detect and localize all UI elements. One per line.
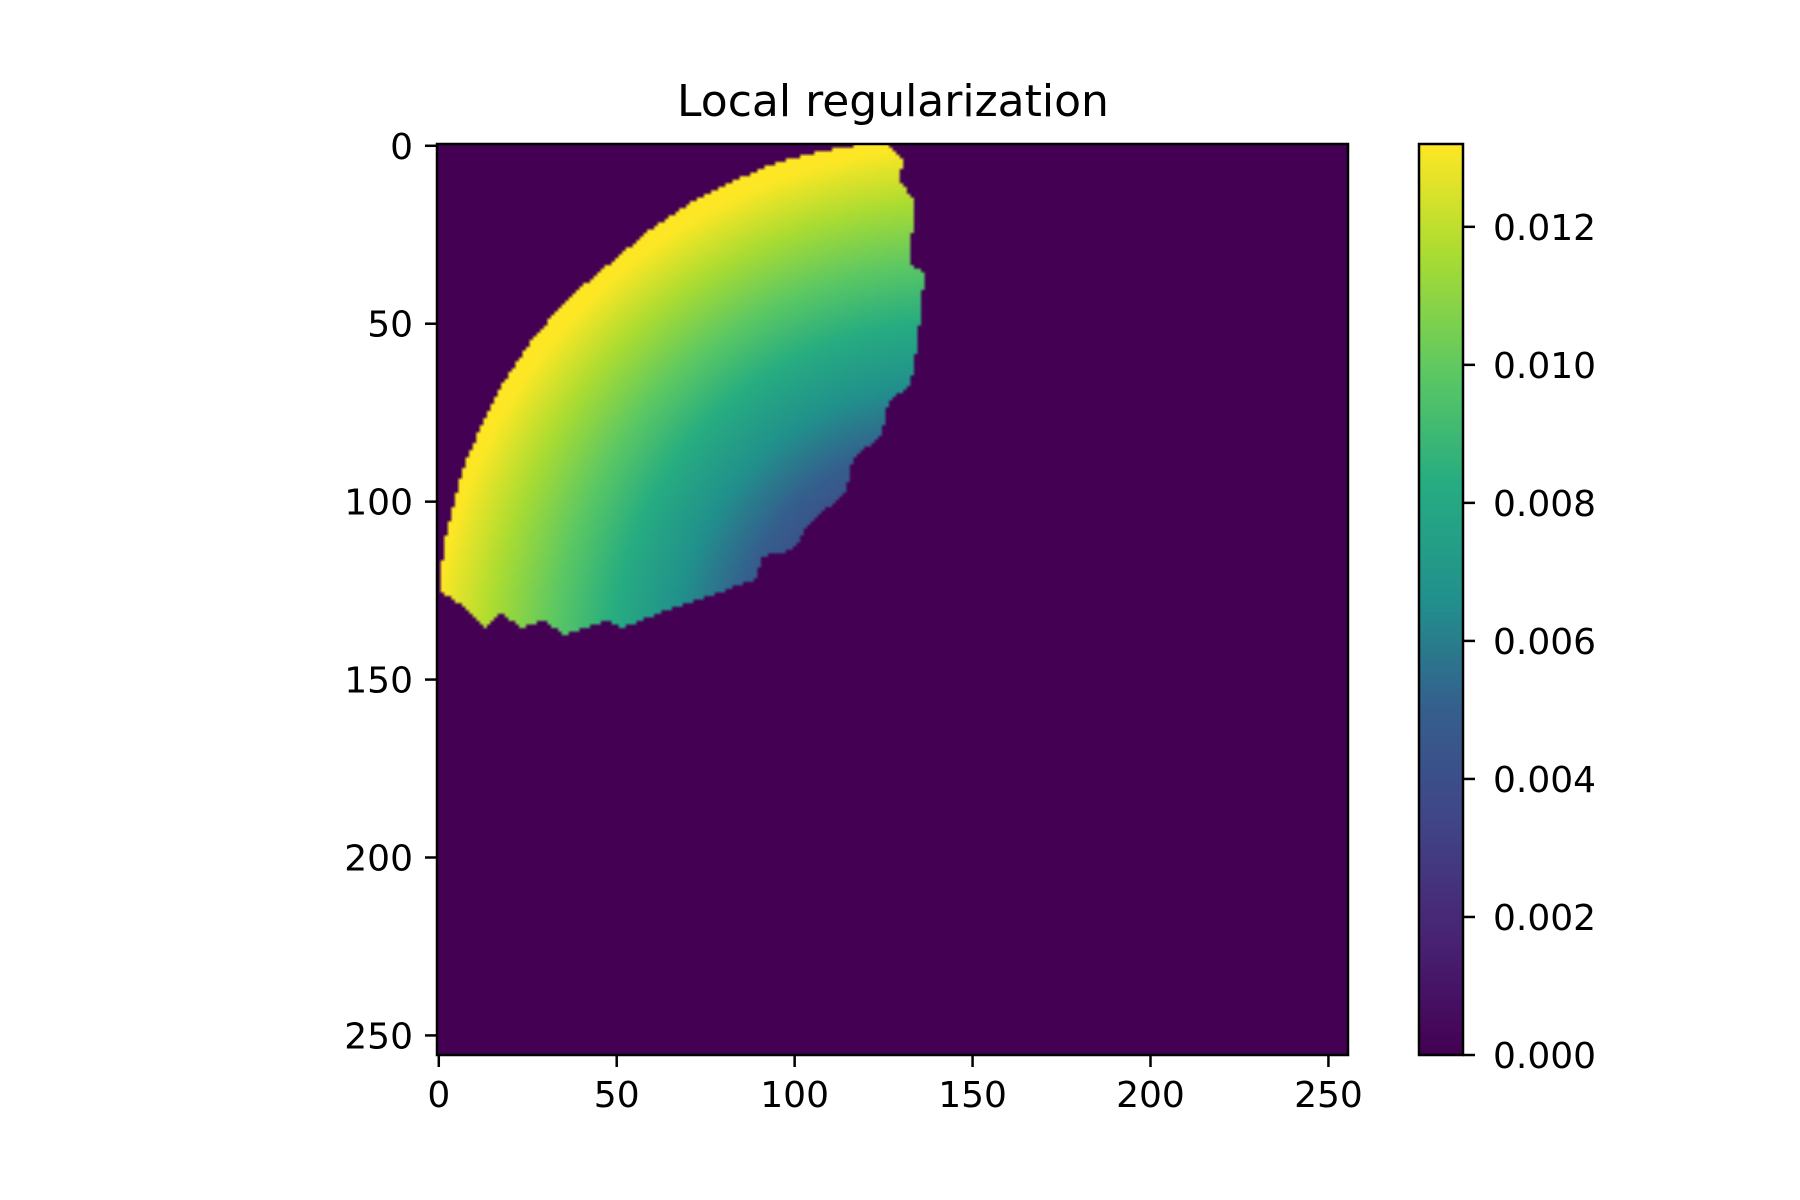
- heatmap-image: [437, 144, 1348, 1055]
- x-tick-label: 100: [760, 1075, 829, 1116]
- colorbar-tick-label: 0.002: [1493, 898, 1596, 939]
- x-tick-label: 50: [594, 1075, 640, 1116]
- y-tick-label: 150: [344, 661, 413, 702]
- colorbar-tick-label: 0.012: [1493, 208, 1596, 249]
- y-tick-label: 0: [390, 127, 413, 168]
- y-tick-label: 200: [344, 838, 413, 879]
- y-tick-label: 100: [344, 483, 413, 524]
- y-tick-label: 50: [367, 305, 413, 346]
- x-tick-label: 150: [938, 1075, 1007, 1116]
- y-tick-label: 250: [344, 1016, 413, 1057]
- colorbar-gradient: [1419, 144, 1463, 1055]
- colorbar-tick-label: 0.010: [1493, 346, 1596, 387]
- colorbar-tick-label: 0.008: [1493, 484, 1596, 525]
- x-axis-ticks: 0 50 100 150 200 250: [427, 1055, 1363, 1116]
- chart-title: Local regularization: [677, 76, 1109, 127]
- x-tick-label: 0: [427, 1075, 450, 1116]
- plot-frame: [435, 142, 1350, 1057]
- colorbar-tick-label: 0.006: [1493, 622, 1596, 663]
- colorbar-ticks: 0.000 0.002 0.004 0.006 0.008 0.010 0.012: [1463, 208, 1596, 1077]
- colorbar-frame: [1417, 142, 1465, 1057]
- plot-area: [435, 142, 1350, 1057]
- x-tick-label: 200: [1116, 1075, 1185, 1116]
- colorbar: 0.000 0.002 0.004 0.006 0.008 0.010 0.012: [1417, 142, 1596, 1077]
- x-tick-label: 250: [1294, 1075, 1363, 1116]
- colorbar-tick-label: 0.004: [1493, 760, 1596, 801]
- y-axis-ticks: 0 50 100 150 200 250: [344, 127, 437, 1057]
- colorbar-tick-label: 0.000: [1493, 1036, 1596, 1077]
